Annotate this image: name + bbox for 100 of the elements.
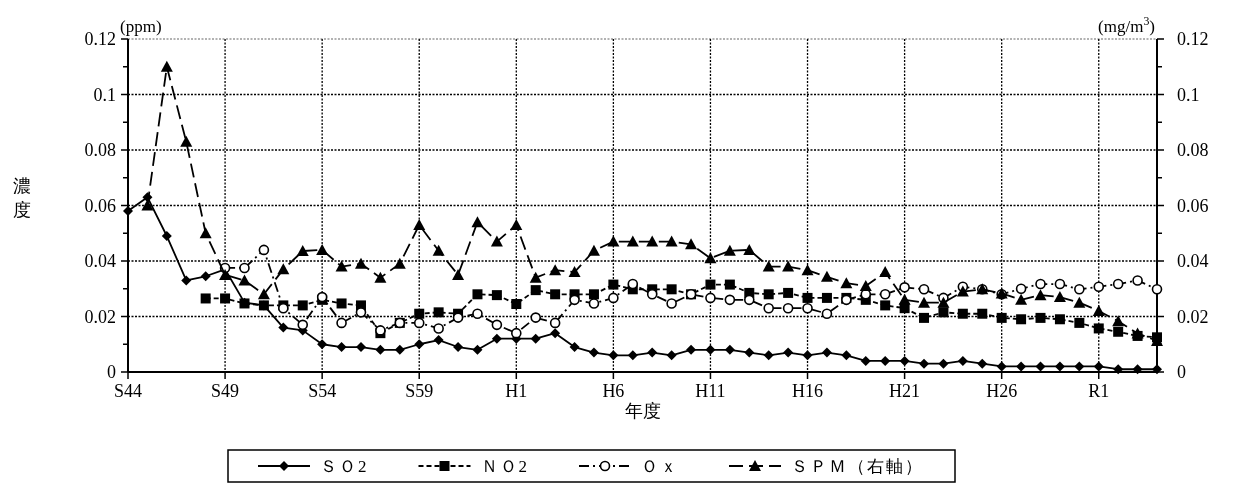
point [354, 257, 367, 269]
point [491, 333, 502, 344]
y2-tick-label: 0.12 [1177, 29, 1209, 49]
point [452, 268, 465, 280]
point [977, 358, 988, 369]
point [918, 284, 930, 295]
point [569, 342, 580, 353]
point [802, 292, 813, 303]
point [704, 252, 717, 264]
point [355, 307, 367, 318]
point [957, 308, 968, 319]
point [724, 279, 735, 290]
point [1015, 293, 1028, 305]
point [1054, 361, 1065, 372]
y2-tick-label: 0.06 [1177, 195, 1209, 216]
point [801, 264, 814, 276]
point [588, 298, 600, 309]
y2-tick-label: 0.04 [1177, 251, 1209, 271]
point [821, 308, 833, 320]
point [956, 285, 969, 297]
point [180, 135, 193, 147]
point [550, 328, 561, 339]
y2-tick-label: 0.08 [1177, 140, 1209, 160]
point [317, 339, 328, 350]
point [665, 235, 678, 247]
point [414, 308, 425, 319]
point [336, 342, 347, 353]
point [763, 350, 774, 361]
point [607, 235, 620, 247]
point [783, 287, 794, 298]
point [879, 266, 892, 278]
point [200, 293, 211, 304]
point [608, 350, 619, 361]
point [355, 342, 366, 353]
x-tick-label: H26 [986, 381, 1018, 401]
point [200, 271, 211, 282]
point [938, 307, 949, 318]
x-tick-label: S49 [211, 381, 240, 401]
point [433, 323, 444, 334]
point [919, 358, 930, 369]
point [802, 350, 813, 361]
point [336, 317, 347, 329]
point [802, 302, 813, 314]
point [782, 302, 794, 314]
point [374, 271, 387, 283]
point [1092, 304, 1105, 316]
point [199, 227, 212, 239]
point [471, 216, 484, 228]
point [744, 347, 755, 358]
point [898, 293, 911, 305]
point [239, 262, 250, 274]
point [549, 264, 562, 276]
x-tick-label: S44 [113, 381, 143, 401]
point [316, 243, 329, 255]
point [705, 292, 716, 304]
point [278, 322, 289, 333]
point [1113, 326, 1124, 337]
point [258, 244, 270, 256]
point [1016, 314, 1027, 325]
point [490, 235, 503, 247]
point [686, 344, 697, 355]
point [414, 339, 425, 350]
point [919, 312, 930, 323]
x-tick-label: R1 [1088, 381, 1110, 401]
point [646, 289, 658, 300]
point [1113, 364, 1124, 375]
point [1073, 296, 1086, 308]
point [530, 285, 541, 296]
point [1093, 323, 1104, 334]
point [549, 317, 561, 329]
point [491, 319, 503, 331]
point [899, 282, 910, 293]
point [1074, 361, 1085, 372]
point [257, 288, 270, 300]
point [937, 296, 950, 308]
point [472, 289, 483, 300]
point [277, 263, 290, 275]
point [335, 260, 348, 272]
point [820, 270, 833, 282]
point [996, 361, 1007, 372]
point [413, 218, 426, 230]
point [666, 298, 677, 309]
point [1151, 284, 1163, 295]
point [1034, 289, 1047, 301]
point [762, 260, 775, 272]
point [433, 307, 444, 318]
y-tick-label: 0.08 [84, 140, 116, 160]
point [1035, 312, 1046, 323]
point [666, 350, 677, 361]
point [724, 344, 735, 355]
point [1054, 314, 1065, 325]
point [219, 268, 232, 280]
point [1015, 283, 1027, 295]
text: (ppm) [120, 17, 162, 36]
point [530, 312, 542, 323]
point [568, 266, 581, 278]
point [336, 298, 347, 309]
point [510, 218, 523, 230]
point [724, 294, 736, 306]
legend-label: Ｏｘ [641, 457, 679, 476]
